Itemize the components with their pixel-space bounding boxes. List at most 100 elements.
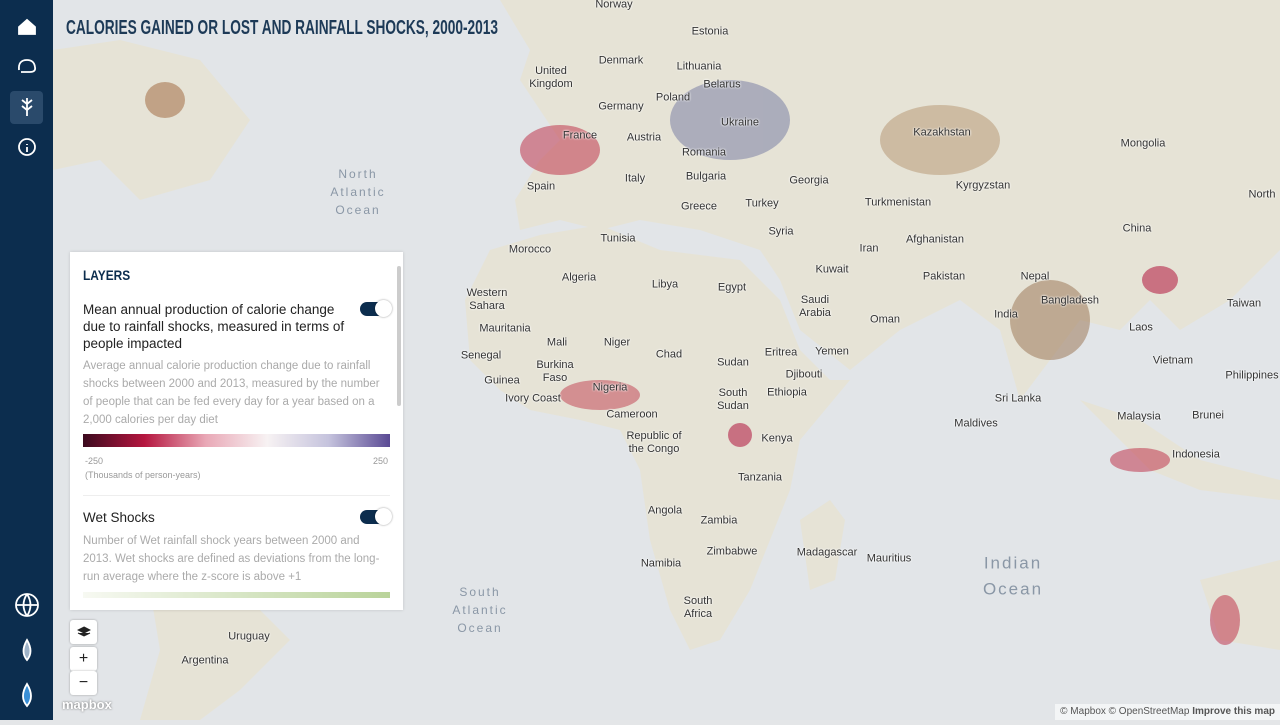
country-label: Yemen [815, 345, 849, 358]
country-label: Chad [655, 348, 683, 361]
country-label: Egypt [717, 281, 747, 294]
country-label: Saudi Arabia [799, 294, 831, 319]
divider [83, 495, 390, 496]
improve-link[interactable]: Improve this map [1192, 706, 1275, 717]
attribution-text[interactable]: © Mapbox © OpenStreetMap [1060, 706, 1190, 717]
scrollbar[interactable] [397, 266, 401, 406]
legend-unit: (Thousands of person-years) [85, 470, 201, 480]
country-label: Norway [595, 0, 633, 11]
country-label: Sudan [717, 356, 749, 369]
country-label: Iran [859, 242, 879, 255]
country-label: Morocco [508, 243, 552, 256]
country-label: Afghanistan [905, 233, 965, 246]
country-label: South Africa [683, 595, 713, 620]
country-label: United Kingdom [529, 65, 573, 90]
country-label: North [1248, 188, 1276, 201]
land [53, 0, 1280, 720]
country-label: Austria [626, 131, 662, 144]
country-label: Tunisia [600, 232, 636, 245]
mapbox-logo[interactable]: mapbox [62, 697, 112, 712]
legend-min: -250 [85, 456, 104, 466]
country-label: Kenya [761, 432, 793, 445]
home-icon[interactable] [18, 18, 36, 35]
country-label: Zimbabwe [706, 545, 758, 558]
country-label: Nigeria [592, 381, 628, 394]
rain-icon[interactable] [18, 59, 37, 73]
country-label: Ivory Coast [505, 392, 561, 405]
layer-description: Number of Wet rainfall shock years betwe… [83, 535, 380, 583]
country-label: Vietnam [1152, 354, 1194, 367]
country-label: Mali [546, 336, 568, 349]
sidebar-icons [10, 18, 43, 708]
zoom-out[interactable]: − [70, 671, 97, 695]
country-label: Libya [651, 278, 679, 291]
country-label: Germany [598, 100, 644, 113]
layer-description: Average annual calorie production change… [83, 360, 380, 426]
layer-title: Wet Shocks [83, 510, 155, 525]
country-label: Turkey [745, 197, 779, 210]
ocean-label: Indian Ocean [982, 553, 1044, 599]
country-label: Maldives [954, 417, 998, 430]
country-label: Oman [870, 313, 900, 326]
country-label: Republic of the Congo [626, 430, 682, 455]
country-label: Tanzania [737, 471, 783, 484]
country-label: Kazakhstan [913, 126, 971, 139]
country-label: Pakistan [922, 270, 966, 283]
country-label: Mongolia [1120, 137, 1166, 150]
water-icon[interactable] [22, 682, 32, 708]
country-label: Mauritania [479, 322, 531, 335]
info-icon[interactable] [18, 138, 36, 156]
country-label: Eritrea [764, 346, 798, 359]
country-label: Turkmenistan [864, 196, 932, 209]
country-label: Ukraine [721, 116, 759, 129]
layer-toggle[interactable] [360, 508, 392, 525]
country-label: Syria [768, 225, 794, 238]
country-label: Argentina [181, 654, 229, 667]
country-label: Djibouti [785, 368, 823, 381]
country-label: Zambia [700, 514, 738, 527]
crop-icon [21, 98, 33, 116]
country-label: Ethiopia [767, 386, 807, 399]
country-label: Sri Lanka [994, 392, 1042, 405]
country-label: Spain [526, 180, 556, 193]
country-label: Denmark [598, 54, 644, 67]
layer-title: Mean annual production of calorie change… [83, 302, 345, 351]
layers-button[interactable] [70, 620, 97, 644]
country-label: South Sudan [717, 387, 749, 412]
country-label: Laos [1129, 321, 1153, 334]
country-label: Algeria [561, 271, 597, 284]
country-label: Nepal [1020, 270, 1050, 283]
legend-ramp [83, 434, 390, 447]
zoom-in[interactable]: + [70, 647, 97, 671]
title-bar: CALORIES GAINED OR LOST AND RAINFALL SHO… [66, 17, 498, 39]
country-label: Uruguay [228, 630, 270, 643]
drop-icon[interactable] [22, 638, 32, 662]
page-title: CALORIES GAINED OR LOST AND RAINFALL SHO… [66, 17, 498, 39]
country-label: Georgia [789, 174, 829, 187]
legend-max: 250 [372, 456, 388, 466]
country-label: Burkina Faso [536, 359, 574, 384]
country-label: Kyrgyzstan [955, 179, 1011, 192]
country-label: Indonesia [1172, 448, 1220, 461]
country-label: Estonia [691, 25, 729, 38]
country-label: Western Sahara [466, 287, 508, 312]
layers-icon [76, 626, 91, 637]
country-label: Cameroon [606, 408, 658, 421]
country-label: India [994, 308, 1018, 321]
country-label: Kuwait [815, 263, 849, 276]
country-label: Malaysia [1117, 410, 1161, 423]
layer-toggle[interactable] [360, 300, 392, 317]
panel-title: LAYERS [83, 267, 131, 283]
ocean-label: South Atlantic Ocean [452, 585, 508, 635]
country-label: Bangladesh [1040, 294, 1100, 307]
country-label: Madagascar [796, 546, 858, 559]
country-label: Senegal [460, 349, 502, 362]
country-label: Belarus [703, 78, 741, 91]
sidebar [0, 0, 53, 720]
country-label: Philippines [1225, 369, 1279, 382]
country-label: Brunei [1192, 409, 1224, 422]
country-label: Bulgaria [685, 170, 727, 183]
country-label: Angola [647, 504, 683, 517]
country-label: Mauritius [866, 552, 912, 565]
